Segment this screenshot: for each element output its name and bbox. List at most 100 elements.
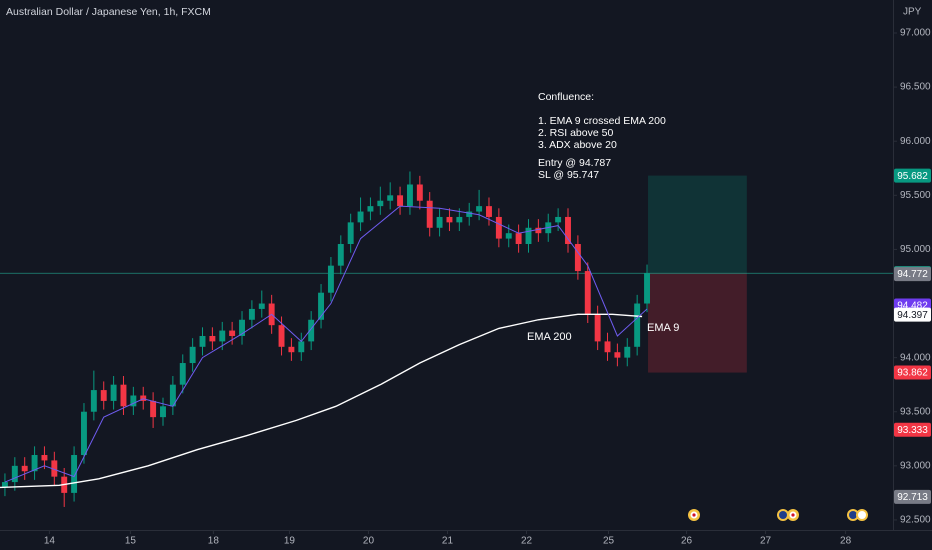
y-tick-label: 92.500	[900, 515, 931, 526]
candle-body	[604, 341, 611, 353]
candle-body	[624, 346, 631, 358]
candle-body	[51, 460, 58, 477]
candle-body	[357, 211, 364, 223]
candle-body	[278, 325, 285, 347]
annotation-line: Confluence:	[538, 91, 594, 103]
price-label: 92.713	[897, 492, 928, 503]
x-tick-label: 14	[44, 536, 56, 547]
annotation-line: Entry @ 94.787	[538, 157, 611, 169]
line-label: EMA 200	[527, 331, 572, 343]
candle-body	[367, 206, 374, 212]
price-label: 95.682	[897, 171, 928, 182]
candle-body	[318, 292, 325, 320]
candle-body	[160, 406, 166, 418]
candle-body	[258, 303, 265, 309]
annotation-line: SL @ 95.747	[538, 169, 599, 181]
candle-body	[535, 227, 542, 234]
candle-body	[525, 227, 532, 245]
y-tick-label: 94.000	[900, 352, 931, 363]
x-tick-label: 20	[363, 536, 375, 547]
chart-title: Australian Dollar / Japanese Yen, 1h, FX…	[6, 6, 211, 18]
indicator-line	[0, 313, 643, 489]
event-icon	[849, 511, 857, 519]
candle-body	[219, 330, 226, 342]
x-tick-label: 21	[442, 536, 454, 547]
price-label-box	[894, 307, 931, 322]
candle-body	[565, 216, 571, 245]
stop-zone	[648, 273, 747, 373]
candle-body	[644, 273, 650, 304]
price-label-box	[894, 168, 931, 183]
candle-body	[308, 319, 315, 342]
event-icon	[791, 513, 795, 517]
candle-body	[327, 265, 334, 293]
candle-body	[130, 395, 137, 407]
event-icon	[692, 513, 696, 517]
candle-body	[614, 352, 621, 358]
y-tick-label: 97.000	[900, 28, 931, 39]
candle-body	[515, 233, 522, 245]
candle-body	[11, 465, 18, 483]
candle-body	[486, 206, 492, 217]
candle-body	[110, 384, 117, 401]
currency-label: JPY	[903, 7, 922, 18]
candle-body	[298, 341, 305, 353]
price-label: 94.482	[897, 301, 928, 312]
candle-body	[71, 455, 78, 493]
price-label: 94.397	[897, 310, 928, 321]
candle-body	[209, 335, 216, 342]
price-label-box	[894, 422, 931, 437]
y-tick-label: 96.000	[900, 136, 931, 147]
x-tick-label: 27	[760, 536, 772, 547]
annotation-line: 1. EMA 9 crossed EMA 200	[538, 115, 666, 127]
candle-body	[1, 482, 8, 488]
candle-body	[634, 303, 641, 347]
price-label-box	[894, 365, 931, 380]
candle-body	[377, 200, 384, 207]
candle-body	[584, 271, 591, 315]
candle-body	[179, 363, 186, 385]
candle-body	[347, 222, 354, 245]
candle-body	[189, 346, 196, 364]
candle-body	[337, 244, 344, 266]
candle-body	[21, 465, 28, 472]
candle-body	[81, 411, 87, 456]
annotation-line: 3. ADX above 20	[538, 139, 617, 151]
annotation-line: 2. RSI above 50	[538, 127, 613, 139]
x-tick-label: 26	[681, 536, 693, 547]
y-tick-label: 95.000	[900, 244, 931, 255]
y-tick-label: 93.500	[900, 406, 931, 417]
price-label-box	[894, 267, 931, 282]
target-zone	[648, 175, 747, 274]
y-tick-label: 93.000	[900, 460, 931, 471]
price-label-box	[894, 489, 931, 504]
candle-body	[90, 390, 97, 412]
candle-body	[248, 308, 255, 320]
price-label: 93.862	[897, 368, 928, 379]
candle-body	[31, 455, 38, 472]
candle-body	[505, 233, 512, 239]
candle-body	[288, 346, 295, 353]
x-tick-label: 22	[521, 536, 533, 547]
y-tick-label: 95.500	[900, 190, 931, 201]
x-tick-label: 15	[125, 536, 137, 547]
candle-body	[574, 244, 581, 272]
candle-body	[436, 216, 443, 228]
candle-body	[495, 216, 502, 239]
candle-body	[416, 184, 423, 201]
candle-body	[446, 216, 453, 223]
candle-body	[426, 200, 433, 228]
candle-body	[239, 319, 245, 336]
event-icon	[858, 511, 866, 519]
event-icons	[688, 509, 868, 521]
price-label: 94.772	[897, 269, 928, 280]
x-tick-label: 18	[208, 536, 220, 547]
candle-body	[397, 195, 404, 207]
x-tick-label: 28	[840, 536, 852, 547]
candle-body	[594, 314, 601, 342]
candle-body	[150, 400, 157, 418]
candle-body	[555, 216, 562, 223]
candle-body	[456, 216, 463, 223]
